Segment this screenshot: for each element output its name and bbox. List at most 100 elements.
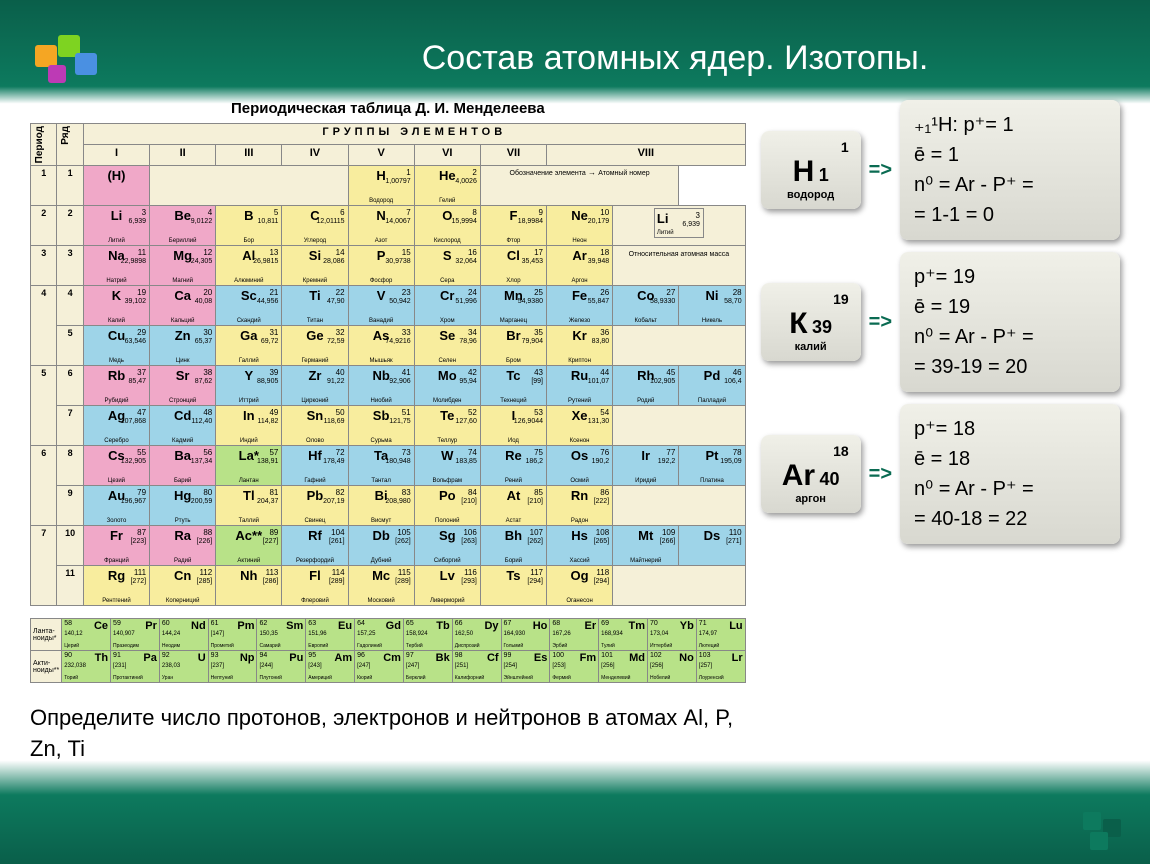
element-V: V2350,942Ванадий xyxy=(348,286,414,326)
element-Na: Na1122,9898Натрий xyxy=(83,246,149,286)
element-Hg: Hg80200,59Ртуть xyxy=(150,486,216,526)
isotope-row-H: 1H 1водород=>₊₁¹H: p⁺= 1 ē = 1n⁰ = Ar - … xyxy=(761,100,1120,240)
element-Hs: Hs108[265]Хассий xyxy=(547,526,613,566)
element-Ca: Ca2040,08Кальций xyxy=(150,286,216,326)
element-Eu: 63Eu151,96Европий xyxy=(306,619,355,651)
element-Yb: 70Yb173,04Иттербий xyxy=(647,619,696,651)
element-Ce: 58Ce140,12Церий xyxy=(62,619,111,651)
calc-line: p⁺= 18 xyxy=(914,414,1106,444)
row-8: 8 xyxy=(57,446,83,486)
page-title: Состав атомных ядер. Изотопы. xyxy=(422,39,929,78)
periodic-table: Период Ряд ГРУППЫ ЭЛЕМЕНТОВ IIIIIIIVVVIV… xyxy=(30,123,746,606)
isotope-examples: 1H 1водород=>₊₁¹H: p⁺= 1 ē = 1n⁰ = Ar - … xyxy=(761,100,1120,765)
element-Ru: Ru44101,07Рутений xyxy=(547,366,613,406)
element-F: F918,9984Фтор xyxy=(480,206,546,246)
row-header: Ряд xyxy=(60,126,71,145)
element-Rh: Rh45102,905Родий xyxy=(613,366,679,406)
element-Zr: Zr4091,22Цирконий xyxy=(282,366,348,406)
element-I: I53126,9044Иод xyxy=(480,406,546,446)
element-U: 92U238,03Уран xyxy=(159,651,208,683)
calc-line: n⁰ = Ar - P⁺ = xyxy=(914,322,1106,352)
calc-card-H: ₊₁¹H: p⁺= 1 ē = 1n⁰ = Ar - P⁺ == 1-1 = 0 xyxy=(900,100,1120,240)
element-Cr: Cr2451,996Хром xyxy=(414,286,480,326)
element-Am: 95Am[243]Америций xyxy=(306,651,355,683)
isotope-name: аргон xyxy=(773,493,849,505)
calc-line: ē = 18 xyxy=(914,444,1106,474)
isotope-row-К: 19К 39калий=>p⁺= 19ē = 19n⁰ = Ar - P⁺ ==… xyxy=(761,252,1120,392)
calc-line: n⁰ = Ar - P⁺ = xyxy=(914,170,1106,200)
element-H: H11,00797Водород xyxy=(348,166,414,206)
row-4: 4 xyxy=(57,286,83,326)
element-Co: Co2758,9330Кобальт xyxy=(613,286,679,326)
blank-cell xyxy=(613,406,745,446)
group-col-II: II xyxy=(150,145,216,166)
isotope-symbol: К xyxy=(789,307,807,340)
element-Cs: Cs55132,905Цезий xyxy=(83,446,149,486)
element-Re: Re75186,2Рений xyxy=(480,446,546,486)
period-2: 2 xyxy=(31,206,57,246)
row-6: 6 xyxy=(57,366,83,406)
element-Rb: Rb3785,47Рубидий xyxy=(83,366,149,406)
element-K: K1939,102Калий xyxy=(83,286,149,326)
element-Lv: Lv116[293]Ливерморий xyxy=(414,566,480,606)
element-Nb: Nb4192,906Ниобий xyxy=(348,366,414,406)
element-Sm: 62Sm150,35Самарий xyxy=(257,619,306,651)
element-Te: Te52127,60Теллур xyxy=(414,406,480,446)
arrow-icon: => xyxy=(869,463,892,486)
element-Pa: 91Pa[231]Протактиний xyxy=(111,651,160,683)
element-W: W74183,85Вольфрам xyxy=(414,446,480,486)
element-Og: Og118[294]Оганесон xyxy=(547,566,613,606)
f-block-table: Ланта-ноиды*58Ce140,12Церий59Pr140,907Пр… xyxy=(30,618,746,683)
period-3: 3 xyxy=(31,246,57,286)
element-Cf: 98Cf[251]Калифорний xyxy=(452,651,501,683)
element-He: He24,0026Гелий xyxy=(414,166,480,206)
element-As: As3374,9216Мышьяк xyxy=(348,326,414,366)
blank-cell xyxy=(150,166,348,206)
element-S: S1632,064Сера xyxy=(414,246,480,286)
element-Ra: Ra88[226]Радий xyxy=(150,526,216,566)
group-col-VIII: VIII xyxy=(547,145,746,166)
calc-line: ē = 19 xyxy=(914,292,1106,322)
element-Gd: 64Gd157,25Гадолиний xyxy=(355,619,404,651)
group-col-III: III xyxy=(216,145,282,166)
act-label: Акти-ноиды** xyxy=(31,651,62,683)
period-5: 5 xyxy=(31,366,57,446)
element-Es: 99Es[254]Эйнштейний xyxy=(501,651,550,683)
isotope-card-К: 19К 39калий xyxy=(761,283,861,361)
element-Md: 101Md[256]Менделевий xyxy=(599,651,648,683)
isotope-number: 1 xyxy=(773,139,849,155)
element-Sg: Sg106[263]Сиборгий xyxy=(414,526,480,566)
element-Cn: Cn112[285]Коперниций xyxy=(150,566,216,606)
isotope-row-Ar: 18Ar 40аргон=>p⁺= 18ē = 18n⁰ = Ar - P⁺ =… xyxy=(761,404,1120,544)
element-Nd: 60Nd144,24Неодим xyxy=(159,619,208,651)
period-header: Период xyxy=(34,126,45,163)
element-Tb: 65Tb158,924Тербий xyxy=(403,619,452,651)
element-Fl: Fl114[289]Флеровий xyxy=(282,566,348,606)
element-Pr: 59Pr140,907Празеодим xyxy=(111,619,160,651)
legend-cell: Обозначение элемента → Атомный номер xyxy=(480,166,678,206)
row-5: 5 xyxy=(57,326,83,366)
calc-card-К: p⁺= 19ē = 19n⁰ = Ar - P⁺ == 39-19 = 20 xyxy=(900,252,1120,392)
element-Sb: Sb51121,75Сурьма xyxy=(348,406,414,446)
row-10: 10 xyxy=(57,526,83,566)
element-P: P1530,9738Фосфор xyxy=(348,246,414,286)
group-header: ГРУППЫ ЭЛЕМЕНТОВ xyxy=(83,124,745,145)
periodic-table-region: Периодическая таблица Д. И. Менделеева П… xyxy=(30,100,746,765)
element-Mn: Mn2554,9380Марганец xyxy=(480,286,546,326)
element-Al: Al1326,9815Алюминий xyxy=(216,246,282,286)
element-Si: Si1428,086Кремний xyxy=(282,246,348,286)
element-Hf: Hf72178,49Гафний xyxy=(282,446,348,486)
element-Ge: Ge3272,59Германий xyxy=(282,326,348,366)
isotope-mass: 39 xyxy=(812,317,832,337)
element-Os: Os76190,2Осмий xyxy=(547,446,613,486)
element-Mg: Mg1224,305Магний xyxy=(150,246,216,286)
element-Fe: Fe2655,847Железо xyxy=(547,286,613,326)
element-Kr: Kr3683,80Криптон xyxy=(547,326,613,366)
period-6: 6 xyxy=(31,446,57,526)
blank-cell xyxy=(613,326,745,366)
element-Tc: Tc43[99]Технеций xyxy=(480,366,546,406)
element-Tm: 69Tm168,934Тулий xyxy=(599,619,648,651)
isotope-name: калий xyxy=(773,341,849,353)
arrow-icon: => xyxy=(869,311,892,334)
element-Li: Li36,939Литий xyxy=(83,206,149,246)
